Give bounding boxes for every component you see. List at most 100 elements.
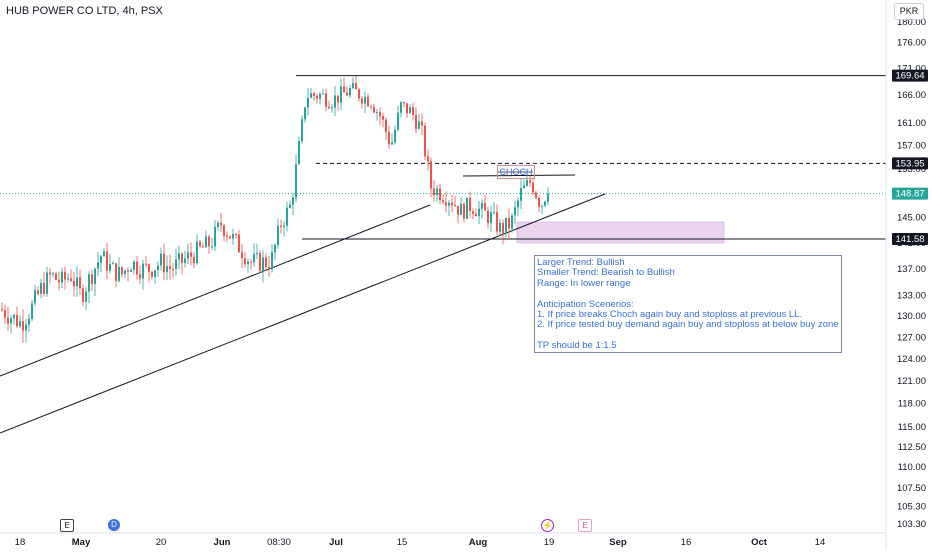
candle-body <box>466 197 468 219</box>
candle-body <box>118 267 120 281</box>
candle-body <box>28 318 30 325</box>
y-tick-label: 121.00 <box>897 376 926 387</box>
x-tick-label: 16 <box>681 537 692 548</box>
candle-body <box>172 268 174 270</box>
candle-body <box>208 236 210 247</box>
candle-body <box>454 205 456 207</box>
candle-body <box>259 252 261 271</box>
candle-body <box>508 217 510 229</box>
candle-body <box>514 207 516 216</box>
earnings-event-icon[interactable]: E <box>578 519 592 532</box>
candle-body <box>205 236 207 248</box>
dividend-event-icon[interactable]: D <box>108 519 120 531</box>
candle-body <box>97 262 99 269</box>
flash-event-icon[interactable]: ⚡ <box>541 519 554 532</box>
choch-line[interactable] <box>462 174 576 177</box>
note-line: Smaller Trend: Bearish to Bullish <box>537 267 675 279</box>
price-label[interactable]: 148.87 <box>895 189 924 200</box>
candle-body <box>115 263 117 281</box>
candle-body <box>22 321 24 331</box>
candle-body <box>349 88 351 96</box>
candle-body <box>493 211 495 213</box>
candle-body <box>193 256 195 264</box>
lower-channel-line[interactable] <box>0 193 606 434</box>
price-axis[interactable]: 180.00 176.00 171.00 166.00 161.00 157.00 153.… <box>885 0 928 550</box>
candle-body <box>526 180 528 186</box>
candle-body <box>202 246 204 248</box>
price-label-box[interactable] <box>892 233 928 246</box>
candle-body <box>331 107 333 109</box>
candle-body <box>337 95 339 103</box>
note-line: TP should be 1:1.5 <box>537 340 617 352</box>
choch-label[interactable]: CHOCH <box>497 165 535 179</box>
y-tick-label: 157.00 <box>897 141 926 152</box>
candle-body <box>196 241 198 264</box>
x-tick-label: Jun <box>214 537 231 548</box>
candle-body <box>160 253 162 266</box>
candle-body <box>67 278 69 280</box>
price-label-box[interactable] <box>892 157 928 170</box>
candle-body <box>223 225 225 236</box>
analysis-note[interactable]: Larger Trend: Bullish Smaller Trend: Bea… <box>534 255 842 353</box>
candle-body <box>289 204 291 208</box>
candle-body <box>529 180 531 183</box>
candle-body <box>127 270 129 272</box>
candle-body <box>481 203 483 209</box>
candle-body <box>484 203 486 211</box>
candle-body <box>226 235 228 237</box>
candle-body <box>403 102 405 104</box>
candle-body <box>58 279 60 283</box>
x-tick-label: 08:30 <box>267 537 291 548</box>
price-label[interactable]: 169.64 <box>895 71 924 82</box>
currency-selector[interactable]: PKR <box>894 3 924 20</box>
candle-body <box>268 266 270 270</box>
y-tick-label: 180.00 <box>897 17 926 28</box>
candle-body <box>190 252 192 257</box>
price-label[interactable]: 141.58 <box>895 234 924 245</box>
candle-body <box>388 131 390 145</box>
demand-zone[interactable] <box>516 221 725 244</box>
candle-body <box>130 269 132 272</box>
candle-body <box>169 266 171 269</box>
upper-channel-line[interactable] <box>0 204 431 377</box>
candle-body <box>178 253 180 260</box>
candle-body <box>250 261 252 263</box>
candle-body <box>265 257 267 267</box>
candle-body <box>142 263 144 279</box>
candle-body <box>133 261 135 270</box>
price-label[interactable]: 153.95 <box>895 158 924 169</box>
candle-body <box>211 246 213 248</box>
time-axis[interactable]: 18 May 20 Jun 08:30 Jul 15 Aug 19 Sep 16 Oct 14 <box>0 532 886 548</box>
candle-body <box>73 281 75 287</box>
candle-body <box>31 303 33 319</box>
candle-body <box>148 264 150 272</box>
candle-body <box>367 96 369 107</box>
candle-body <box>82 288 84 302</box>
candle-body <box>412 107 414 116</box>
candle-body <box>217 222 219 227</box>
trendlines[interactable] <box>0 75 886 434</box>
candle-body <box>199 241 201 247</box>
y-tick-label: 166.00 <box>897 90 926 101</box>
price-label-box[interactable] <box>892 187 928 200</box>
candle-body <box>400 102 402 113</box>
candle-body <box>16 314 18 327</box>
price-label-box[interactable] <box>892 69 928 82</box>
candle-body <box>505 217 507 234</box>
candle-body <box>88 274 90 292</box>
candle-body <box>10 318 12 324</box>
earnings-event-icon[interactable]: E <box>60 519 74 532</box>
candle-body <box>469 197 471 212</box>
candle-body <box>511 215 513 229</box>
candle-body <box>214 226 216 247</box>
candle-body <box>85 291 87 302</box>
candle-body <box>325 93 327 107</box>
candle-body <box>427 156 429 162</box>
candle-body <box>262 257 264 271</box>
x-tick-label: 20 <box>156 537 167 548</box>
candle-body <box>316 95 318 99</box>
candle-body <box>373 106 375 113</box>
candle-body <box>46 272 48 294</box>
